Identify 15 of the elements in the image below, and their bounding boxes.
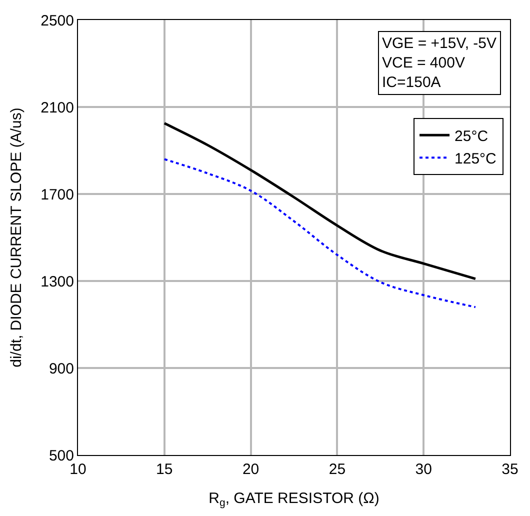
x-axis-title: R$_{g}$, GATE RESISTOR (Ω) (208, 490, 380, 510)
x-tick-label: 30 (415, 461, 432, 478)
y-axis-title: di/dt, DIODE CURRENT SLOPE (A/us) (8, 108, 25, 368)
x-tick-label: 20 (242, 461, 260, 478)
y-tick-label: 1700 (40, 186, 74, 204)
x-tick-label: 35 (502, 461, 518, 478)
y-tick-label: 1300 (40, 273, 74, 290)
legend-label: 125°C (454, 150, 497, 168)
x-tick-label: 15 (156, 461, 173, 478)
y-tick-label: 900 (48, 360, 74, 378)
y-tick-label: 2500 (40, 12, 74, 30)
legend-label: 25°C (454, 128, 488, 145)
annotation: VGE = +15V, -5V VCE = 400V IC=150A (382, 35, 497, 91)
y-tick-label: 2100 (40, 99, 74, 116)
x-tick-label: 25 (328, 461, 346, 478)
